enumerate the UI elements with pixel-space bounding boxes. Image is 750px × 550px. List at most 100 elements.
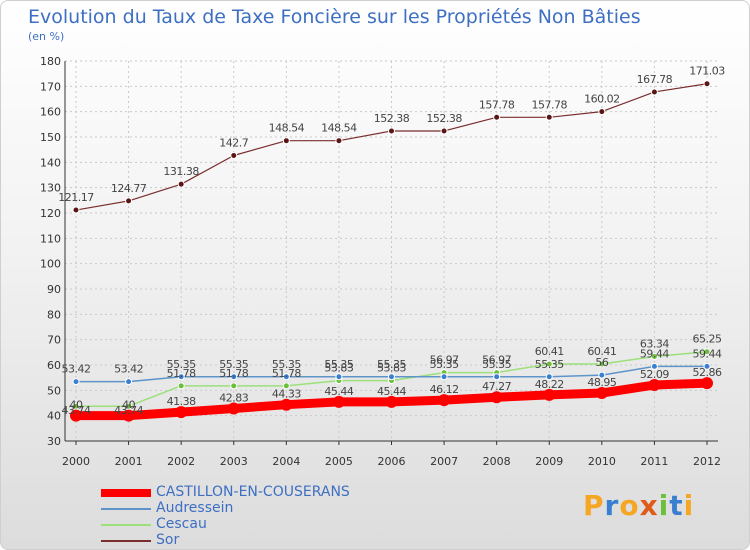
y-tick-label: 180	[40, 55, 61, 68]
data-label: 148.54	[269, 122, 305, 135]
y-tick-label: 30	[47, 435, 61, 448]
data-point	[72, 206, 80, 214]
chart-subtitle: (en %)	[28, 30, 65, 43]
logo-letter: t	[669, 489, 684, 522]
data-point	[227, 402, 240, 415]
x-tick-label: 2009	[535, 455, 563, 468]
data-point	[650, 88, 658, 96]
logo-letter: x	[639, 489, 659, 522]
logo-letter: i	[683, 489, 695, 522]
legend-label: Audressein	[156, 500, 234, 516]
data-point	[490, 391, 503, 404]
data-label: 55.35	[167, 358, 196, 371]
data-point	[72, 402, 80, 410]
x-tick-label: 2007	[430, 455, 458, 468]
data-label: 60.41	[587, 345, 616, 358]
data-label: 42.83	[219, 391, 248, 404]
x-tick-label: 2008	[483, 455, 511, 468]
data-point	[650, 353, 658, 361]
data-label: 131.38	[163, 165, 199, 178]
y-tick-label: 130	[40, 182, 61, 195]
logo-letter: P	[583, 489, 605, 522]
data-point	[598, 371, 606, 379]
data-label: 47.27	[482, 380, 511, 393]
data-label: 63.34	[640, 338, 669, 351]
x-tick-label: 2001	[115, 455, 143, 468]
data-point	[72, 378, 80, 386]
legend-swatch	[101, 508, 151, 510]
data-point	[125, 197, 133, 205]
data-point	[703, 348, 711, 356]
data-point	[701, 377, 713, 390]
x-tick-label: 2005	[325, 455, 353, 468]
data-label: 53.83	[377, 362, 406, 375]
data-label: 171.03	[689, 65, 725, 78]
data-label: 124.77	[111, 182, 147, 195]
data-label: 48.95	[587, 376, 616, 389]
data-label: 59.44	[693, 347, 722, 360]
data-label: 157.78	[532, 98, 568, 111]
data-point	[440, 127, 448, 135]
data-label: 157.78	[479, 98, 515, 111]
y-tick-label: 140	[40, 156, 61, 169]
data-label: 55.35	[272, 358, 301, 371]
data-label: 53.83	[324, 362, 353, 375]
legend-swatch	[101, 524, 151, 526]
data-point	[650, 362, 658, 370]
y-tick-label: 40	[47, 410, 61, 423]
data-point	[598, 360, 606, 368]
data-point	[177, 373, 185, 381]
data-label: 40	[122, 399, 135, 412]
legend-swatch	[101, 489, 151, 497]
data-point	[648, 379, 661, 392]
legend-label: Sor	[156, 532, 180, 548]
y-tick-label: 110	[40, 232, 61, 245]
data-point	[335, 137, 343, 145]
x-tick-label: 2000	[62, 455, 90, 468]
data-point	[545, 360, 553, 368]
data-labels: 121.17 124.77 131.38 142.7 148.54 148.54 152.3…	[58, 65, 725, 417]
axes: 30 40 50 60 70 80 90 100 110 120 130 140 150 160 170 18…	[40, 55, 721, 468]
y-tick-label: 170	[40, 80, 61, 93]
data-point	[440, 373, 448, 381]
data-point	[332, 395, 345, 408]
data-point	[335, 373, 343, 381]
data-label: 51.78	[167, 367, 196, 380]
data-point	[70, 409, 82, 422]
data-label: 152.38	[374, 112, 410, 125]
data-point	[122, 409, 135, 422]
chart-title: Evolution du Taux de Taxe Foncière sur l…	[28, 6, 641, 28]
data-label: 55.35	[535, 358, 564, 371]
data-label: 51.78	[219, 367, 248, 380]
data-point	[703, 80, 711, 88]
data-label: 41.38	[167, 395, 196, 408]
y-tick-label: 100	[40, 258, 61, 271]
data-label: 53.42	[114, 363, 143, 376]
data-label: 55.35	[219, 358, 248, 371]
y-tick-label: 90	[47, 283, 61, 296]
y-tick-label: 50	[47, 384, 61, 397]
data-label: 59.44	[640, 347, 669, 360]
data-label: 48.22	[535, 378, 564, 391]
data-label: 40	[70, 399, 83, 412]
y-tick-label: 80	[47, 308, 61, 321]
data-point	[125, 378, 133, 386]
data-label: 43.74	[62, 404, 91, 417]
y-tick-label: 120	[40, 207, 61, 220]
x-tick-label: 2003	[220, 455, 248, 468]
data-point	[282, 137, 290, 145]
data-point	[125, 402, 133, 410]
data-label: 142.7	[219, 136, 248, 149]
legend-label: Cescau	[156, 516, 207, 532]
data-label: 152.38	[426, 112, 462, 125]
data-point	[543, 388, 556, 401]
data-label: 43.74	[114, 404, 143, 417]
x-tick-label: 2004	[272, 455, 300, 468]
data-label: 148.54	[321, 122, 357, 135]
legend-label: CASTILLON-EN-COUSERANS	[156, 484, 350, 500]
data-point	[438, 394, 451, 407]
data-label: 52.09	[640, 368, 669, 381]
data-point	[598, 108, 606, 116]
data-label: 45.44	[377, 385, 406, 398]
